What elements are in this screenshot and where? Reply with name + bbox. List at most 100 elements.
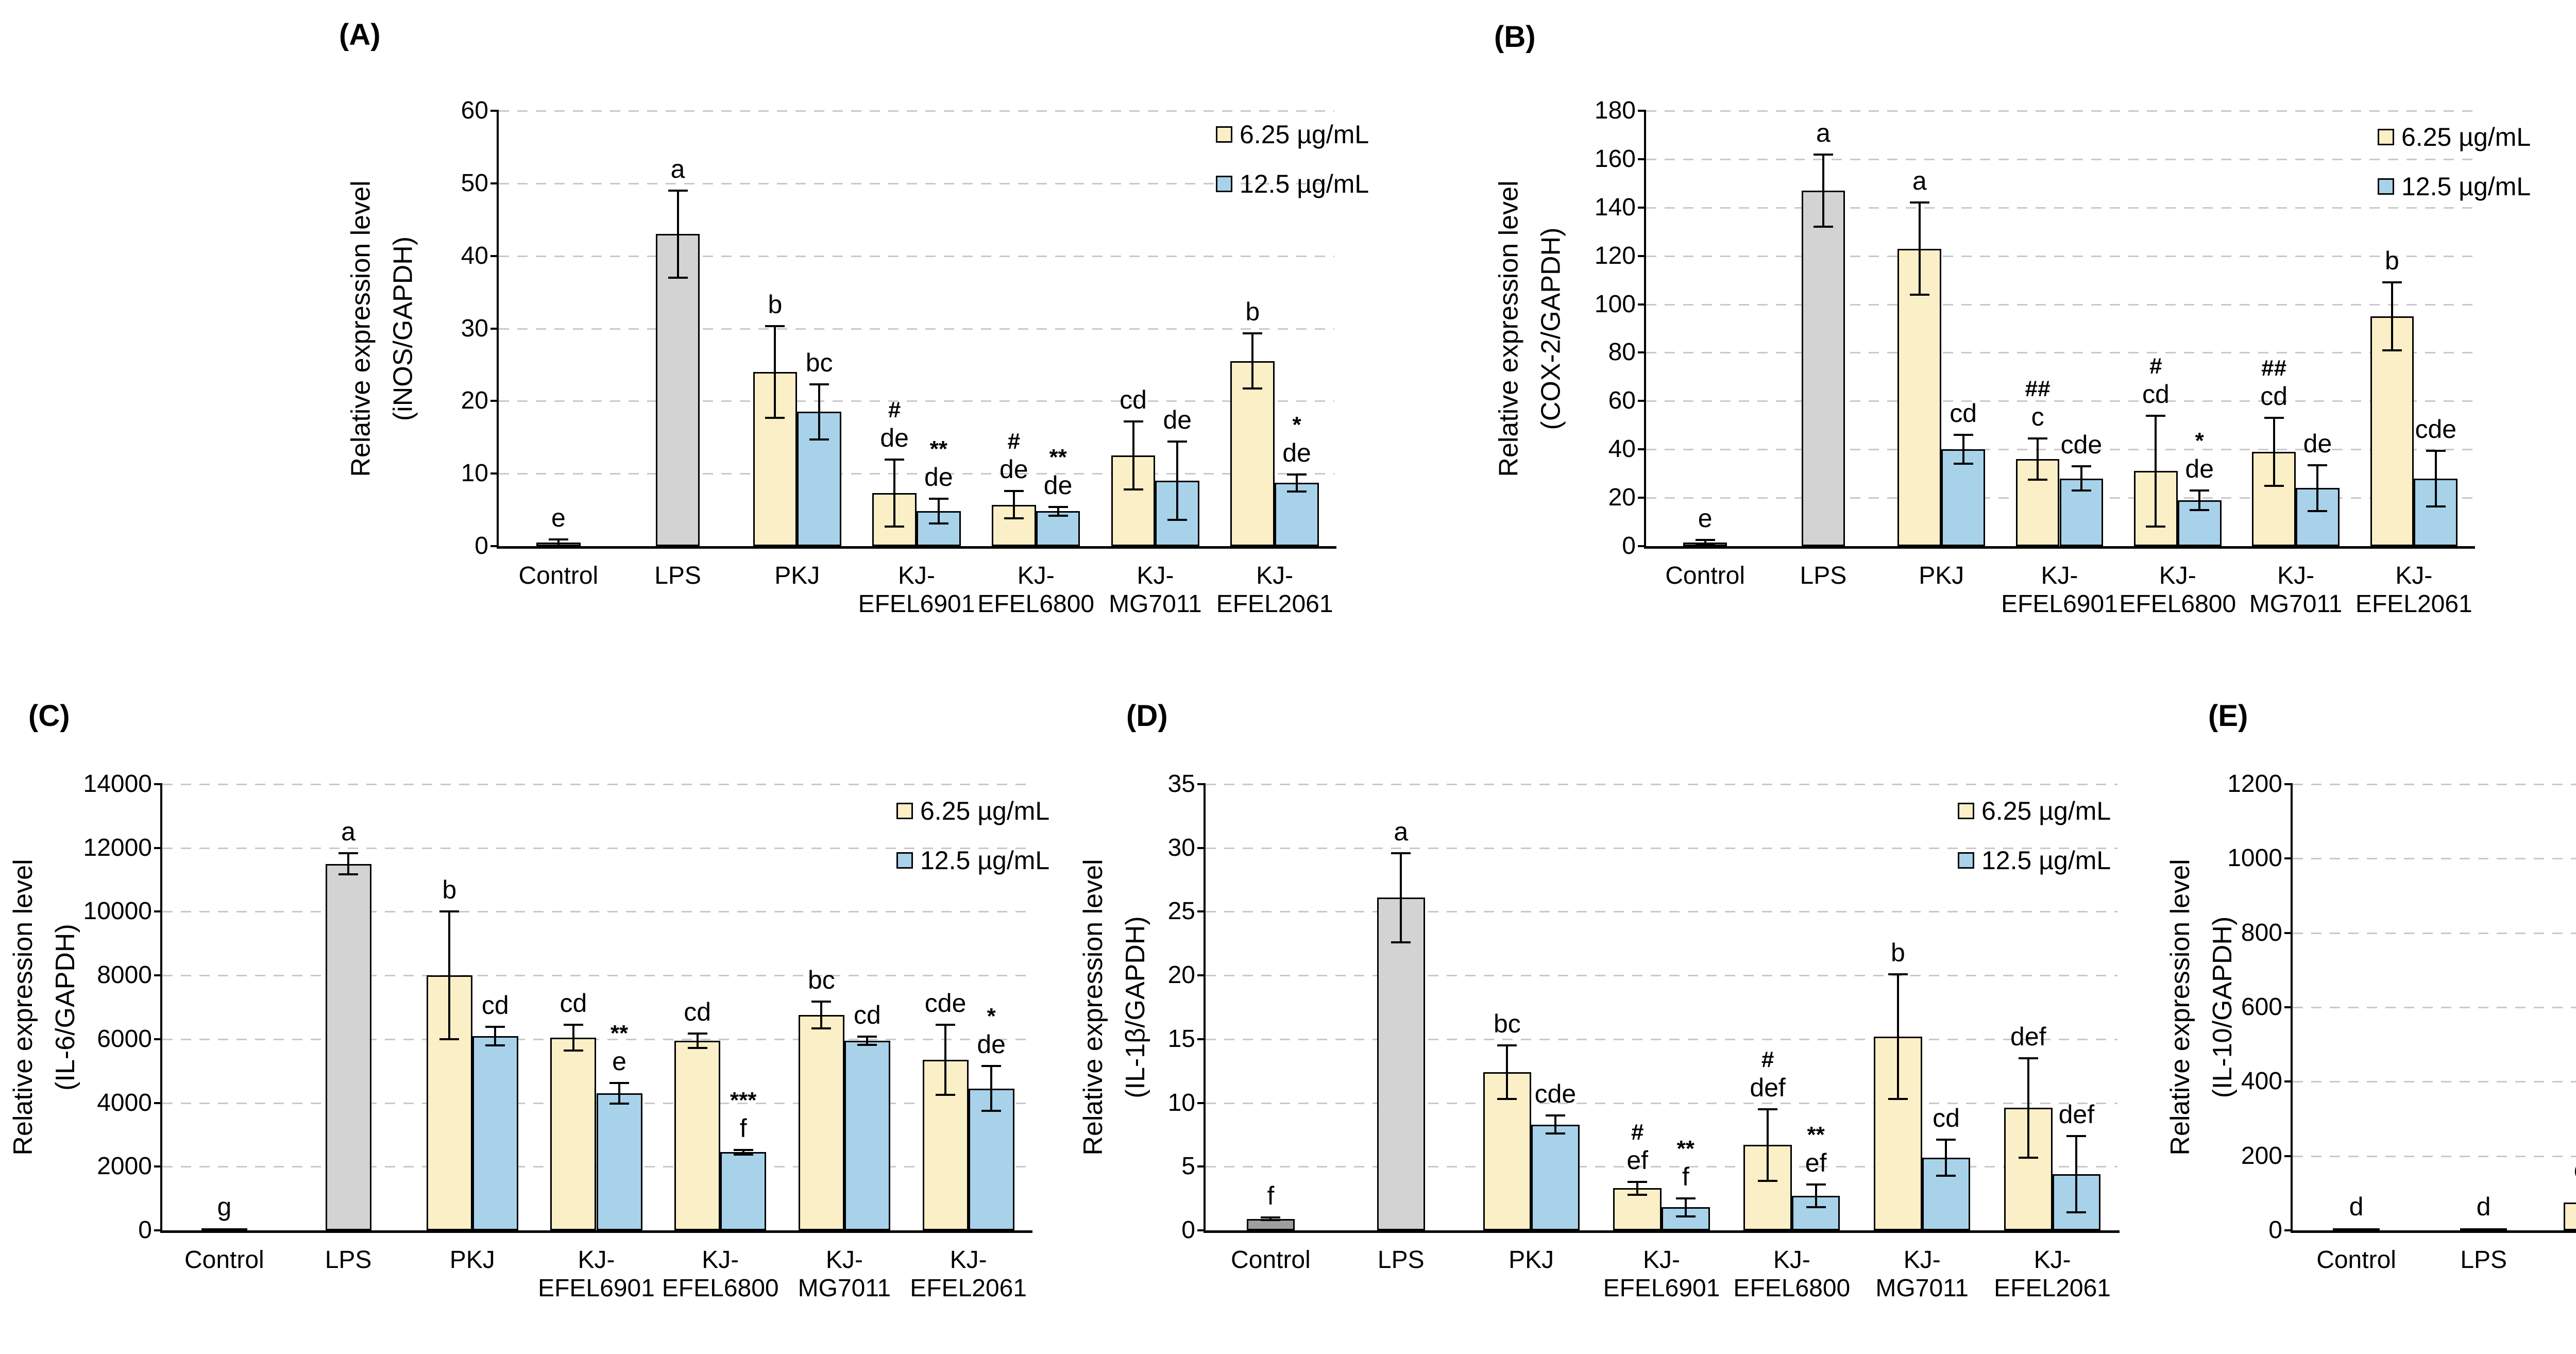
- significance-annotation: def: [2010, 1022, 2046, 1051]
- error-bar: [1251, 333, 1254, 389]
- error-bar-cap: [439, 1038, 460, 1040]
- error-bar-cap: [687, 1047, 707, 1050]
- gridline: [1646, 207, 2473, 209]
- legend-swatch-12-5: [2378, 178, 2394, 195]
- y-tick-label: 8000: [97, 961, 152, 989]
- error-bar-cap: [1909, 293, 1929, 296]
- significance-annotation: cd: [2260, 382, 2288, 411]
- y-tick-label: 60: [461, 97, 488, 124]
- category-label: KJ-: [1137, 562, 1174, 589]
- y-tick-label: 1000: [2227, 844, 2282, 872]
- y-tick-label: 6000: [97, 1025, 152, 1053]
- category-label: MG7011: [1875, 1275, 1969, 1302]
- error-bar: [1554, 1115, 1556, 1133]
- error-bar-cap: [1261, 1216, 1281, 1219]
- y-axis-tick: [1638, 497, 1646, 499]
- y-tick-label: 40: [1608, 435, 1636, 463]
- error-bar: [2316, 465, 2319, 511]
- y-axis-tick: [1197, 1102, 1206, 1104]
- gridline: [499, 255, 1334, 257]
- category-label: KJ-: [702, 1246, 739, 1274]
- error-bar-cap: [2382, 281, 2402, 284]
- significance-annotation: c: [2557, 1095, 2576, 1124]
- error-bar-cap: [1806, 1183, 1826, 1186]
- gridline: [1206, 847, 2117, 849]
- y-axis-tick: [154, 974, 162, 977]
- legend-label: 6.25 µg/mL: [1981, 797, 2111, 825]
- error-bar-cap: [1545, 1114, 1565, 1117]
- y-axis-tick: [490, 255, 499, 257]
- category-label: MG7011: [2249, 590, 2343, 618]
- error-bar-cap: [2028, 437, 2048, 440]
- gridline: [162, 784, 1030, 785]
- gridline: [499, 473, 1334, 475]
- y-axis-line: [160, 783, 162, 1230]
- y-tick-label: 35: [1167, 770, 1195, 798]
- bar: [674, 1040, 721, 1230]
- error-bar: [1636, 1181, 1639, 1195]
- error-bar: [1684, 1198, 1687, 1216]
- y-axis-tick: [1638, 448, 1646, 451]
- error-bar: [2273, 418, 2275, 486]
- x-axis-line: [1204, 1230, 2120, 1233]
- category-label: Control: [2316, 1246, 2396, 1274]
- bar: [798, 1015, 844, 1230]
- category-label: KJ-: [2033, 1246, 2071, 1274]
- error-bar-cap: [1909, 201, 1929, 204]
- significance-annotation: cd: [560, 989, 587, 1018]
- panel-label-C: (C): [28, 699, 70, 733]
- error-bar-cap: [1243, 332, 1263, 335]
- error-bar-cap: [1123, 420, 1143, 422]
- y-axis-tick: [2284, 783, 2293, 785]
- category-label: PKJ: [1509, 1246, 1554, 1274]
- error-bar: [2027, 1058, 2029, 1158]
- gridline: [1206, 784, 2117, 785]
- error-bar-cap: [2028, 478, 2048, 481]
- y-axis-tick: [154, 1102, 162, 1104]
- error-bar-cap: [1675, 1215, 1696, 1217]
- significance-annotation: cde: [2415, 414, 2457, 444]
- error-bar: [2391, 282, 2393, 350]
- category-label: KJ-: [1903, 1246, 1941, 1274]
- significance-annotation: *: [2195, 428, 2204, 454]
- category-label: MG7011: [1109, 590, 1202, 618]
- significance-annotation: a: [1816, 118, 1831, 147]
- y-tick-label: 20: [1167, 961, 1195, 989]
- category-label: KJ-: [898, 562, 935, 589]
- category-label: EFEL6800: [662, 1275, 779, 1302]
- category-label: KJ-: [578, 1246, 615, 1274]
- error-bar: [2198, 490, 2201, 510]
- error-bar: [1269, 1217, 1272, 1221]
- y-axis-tick: [1638, 110, 1646, 112]
- significance-annotation: b: [1891, 938, 1905, 967]
- error-bar: [1896, 974, 1899, 1099]
- y-axis-tick: [1638, 158, 1646, 160]
- gridline: [1206, 1102, 2117, 1104]
- category-label: Control: [1665, 562, 1745, 589]
- error-bar-cap: [1813, 226, 1833, 228]
- legend-swatch-12-5: [1216, 176, 1232, 192]
- significance-annotation: #: [1761, 1046, 1774, 1072]
- significance-annotation: f: [1267, 1181, 1275, 1211]
- significance-annotation: **: [929, 436, 947, 462]
- bar: [2059, 478, 2104, 546]
- bar: [844, 1040, 890, 1230]
- significance-annotation: d: [2349, 1192, 2364, 1221]
- bar: [2460, 1228, 2507, 1231]
- y-tick-label: 1200: [2227, 770, 2282, 798]
- category-label: KJ-: [1773, 1246, 1810, 1274]
- error-bar-cap: [609, 1082, 630, 1085]
- category-label: KJ-: [2041, 562, 2078, 589]
- x-axis-line: [1644, 546, 2475, 549]
- significance-annotation: de: [999, 454, 1028, 484]
- category-label: KJ-: [1017, 562, 1055, 589]
- gridline: [2293, 1007, 2576, 1008]
- y-tick-label: 600: [2241, 993, 2282, 1021]
- error-bar-cap: [485, 1025, 505, 1028]
- bar: [1941, 449, 1986, 546]
- error-bar-cap: [2066, 1135, 2087, 1137]
- error-bar-cap: [857, 1043, 877, 1046]
- gridline: [2293, 1081, 2576, 1083]
- error-bar-cap: [2071, 465, 2091, 468]
- error-bar-cap: [1391, 852, 1411, 854]
